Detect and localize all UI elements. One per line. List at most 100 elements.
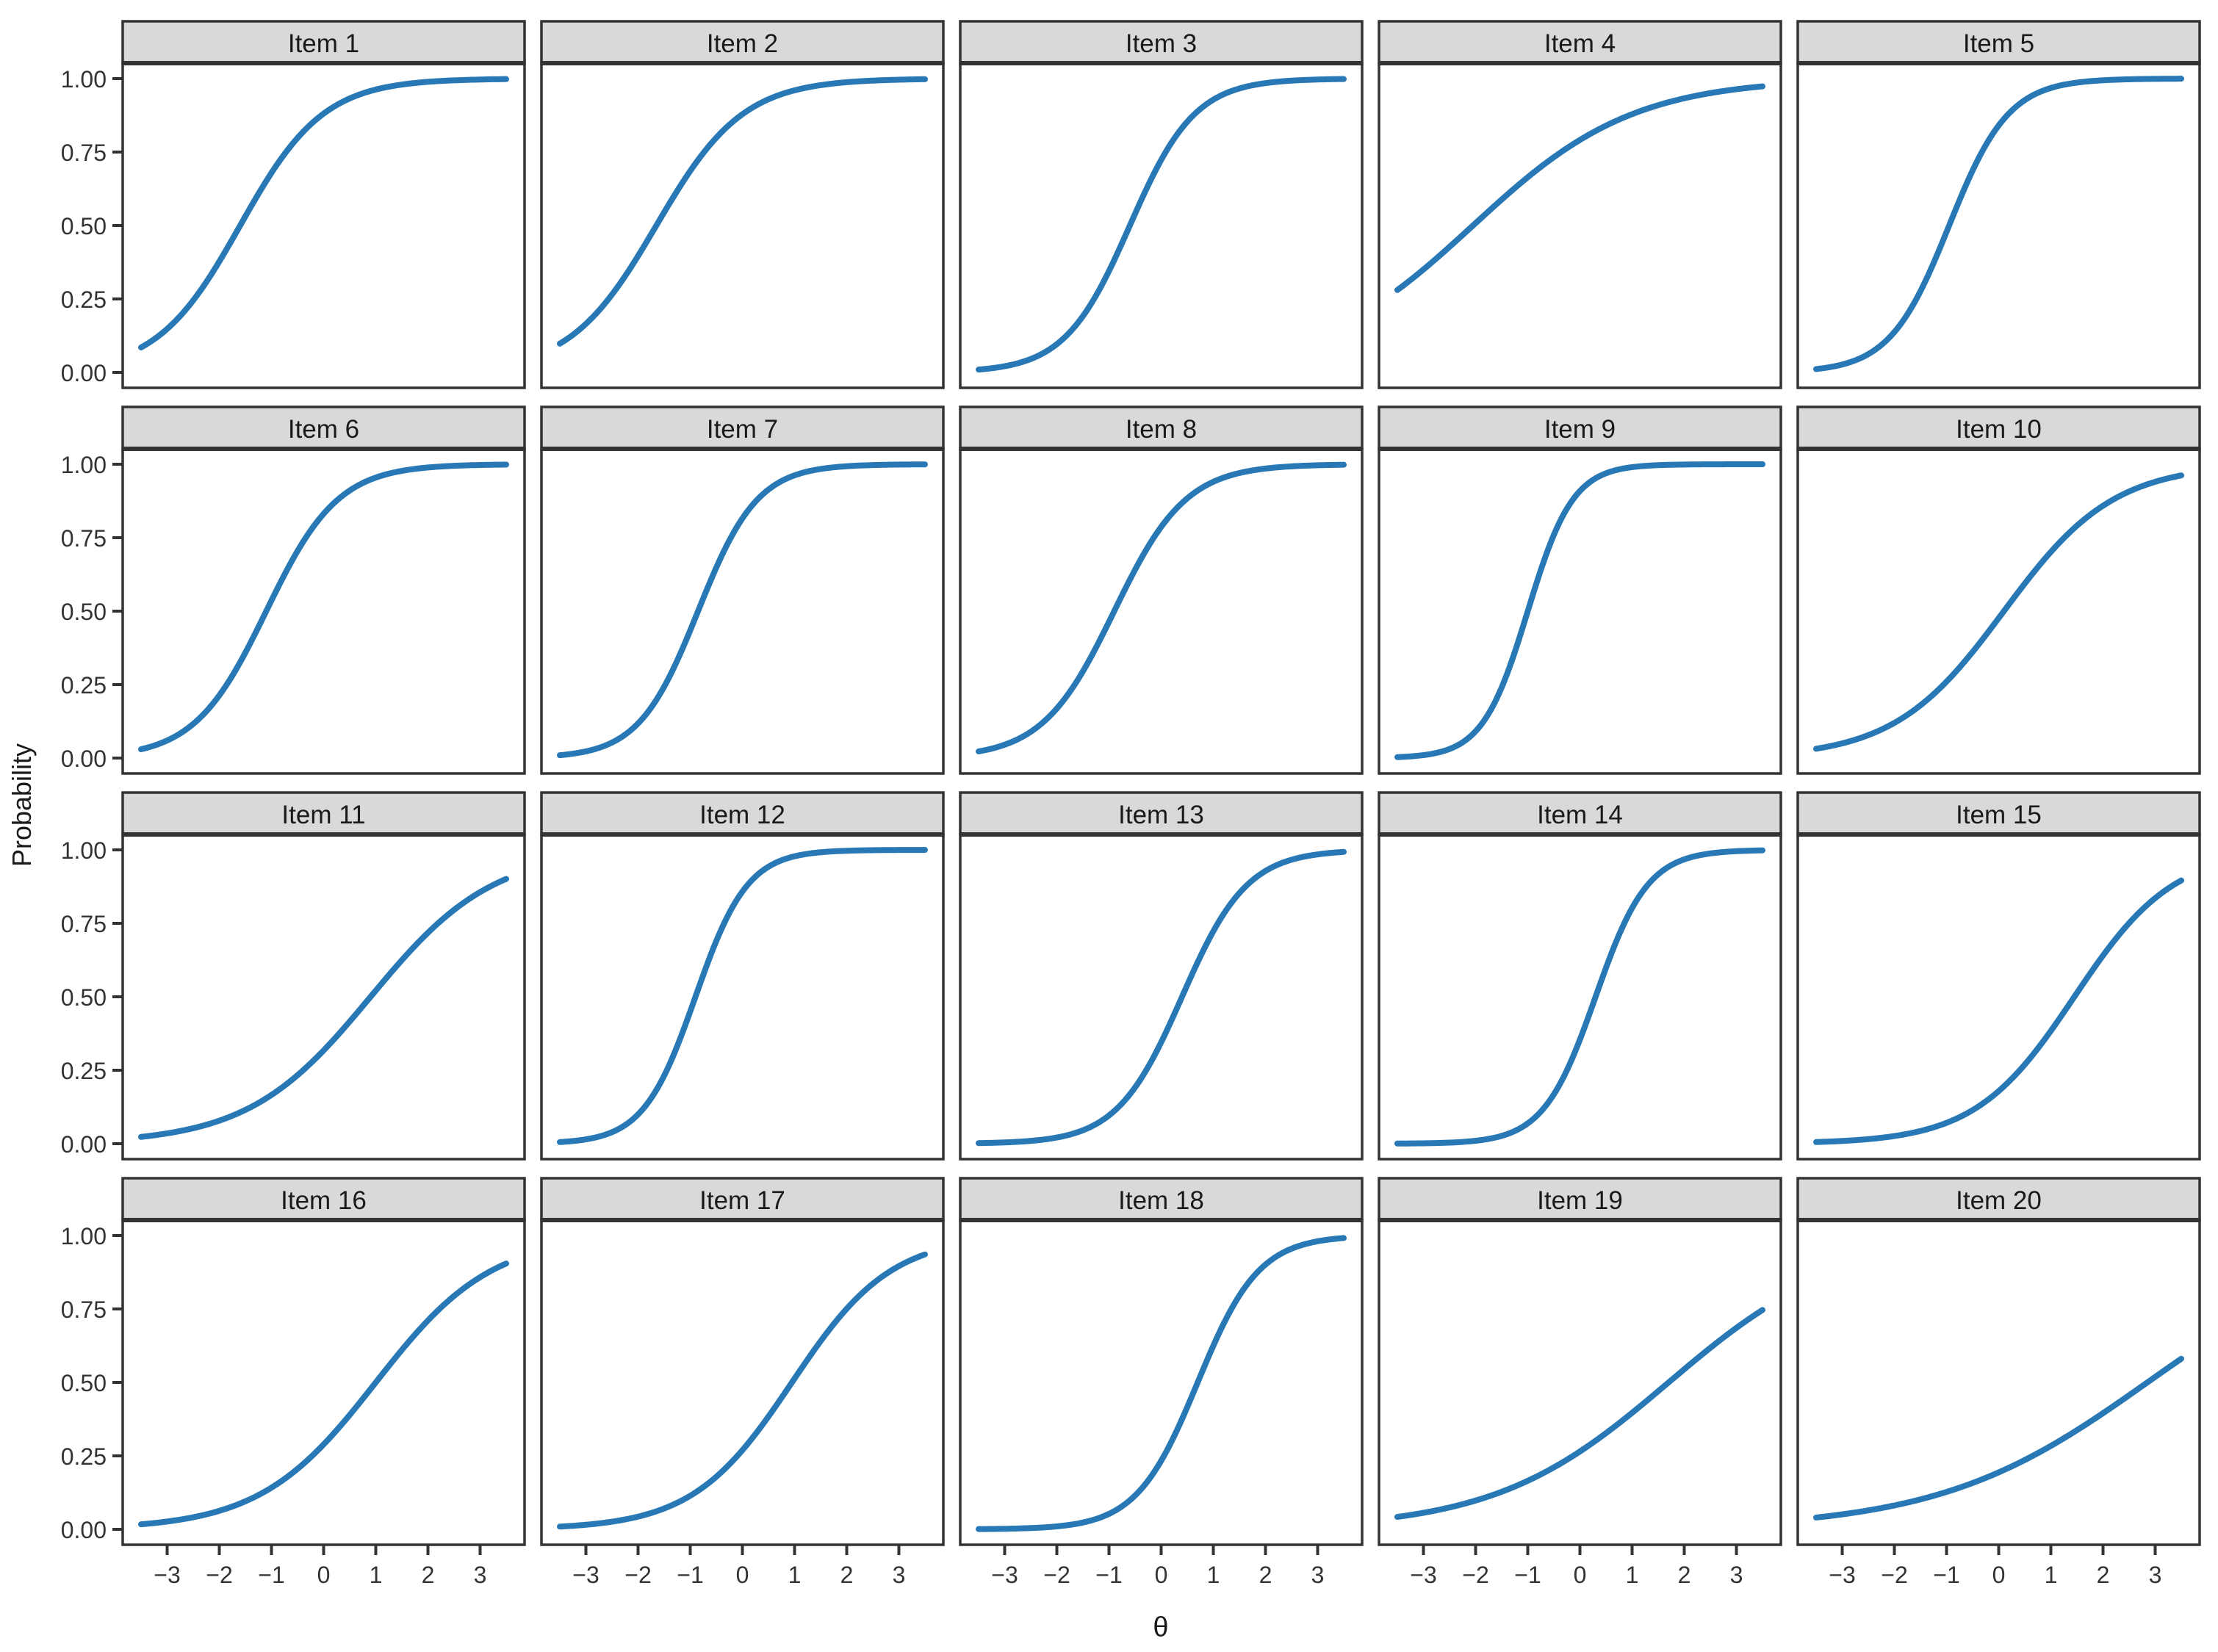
icc-curve bbox=[557, 461, 928, 759]
x-tick-label: 1 bbox=[788, 1562, 802, 1588]
icc-curve bbox=[976, 848, 1347, 1147]
x-tick-label: −2 bbox=[206, 1562, 232, 1588]
facet-strip bbox=[121, 791, 526, 836]
facet-panel bbox=[540, 1219, 945, 1546]
facet-strip bbox=[1796, 1177, 2201, 1222]
facet-strip bbox=[1378, 20, 1782, 65]
x-tick-label: −3 bbox=[1829, 1562, 1855, 1588]
y-tick-label: 0.50 bbox=[61, 984, 107, 1011]
y-tick-label: 0.50 bbox=[61, 1370, 107, 1396]
icc-curve bbox=[138, 876, 509, 1140]
y-tick-label: 0.00 bbox=[61, 1131, 107, 1158]
x-axis-title: θ bbox=[1153, 1612, 1169, 1643]
facet-strip-label: Item 7 bbox=[707, 415, 778, 444]
facet-panel bbox=[959, 62, 1364, 389]
facet-panel bbox=[959, 833, 1364, 1161]
facet-strip-label: Item 17 bbox=[699, 1186, 785, 1215]
x-tick-label: −1 bbox=[1933, 1562, 1959, 1588]
icc-curve bbox=[1394, 1307, 1765, 1521]
facet-panel bbox=[1378, 62, 1782, 389]
icc-curve bbox=[138, 461, 509, 753]
facet-strip-label: Item 6 bbox=[288, 415, 359, 444]
x-tick-label: 1 bbox=[370, 1562, 383, 1588]
facet-panel bbox=[1378, 1219, 1782, 1546]
facet-strip-label: Item 4 bbox=[1544, 29, 1616, 58]
facet-strip-label: Item 11 bbox=[281, 801, 365, 829]
facet-panel bbox=[959, 1219, 1364, 1546]
facet-strip-label: Item 16 bbox=[281, 1186, 367, 1215]
facet-panel bbox=[121, 833, 526, 1161]
facet-strip-label: Item 19 bbox=[1537, 1186, 1623, 1215]
facet-strip-label: Item 5 bbox=[1963, 29, 2034, 58]
facet-strip-label: Item 14 bbox=[1537, 801, 1623, 829]
icc-curve bbox=[557, 1251, 928, 1530]
x-tick-label: 2 bbox=[1678, 1562, 1691, 1588]
x-tick-label: 1 bbox=[2045, 1562, 2058, 1588]
x-tick-label: 3 bbox=[2149, 1562, 2162, 1588]
icc-curve bbox=[1394, 847, 1765, 1147]
y-tick-label: 1.00 bbox=[61, 1223, 107, 1249]
icc-curve bbox=[976, 76, 1347, 373]
x-tick-label: −1 bbox=[258, 1562, 284, 1588]
facet-panel bbox=[540, 833, 945, 1161]
icc-curve bbox=[1813, 76, 2184, 372]
y-tick-label: 0.50 bbox=[61, 213, 107, 239]
facet-panel bbox=[540, 447, 945, 775]
x-tick-label: −1 bbox=[677, 1562, 703, 1588]
x-tick-label: −1 bbox=[1514, 1562, 1541, 1588]
facet-strip-label: Item 10 bbox=[1956, 415, 2042, 444]
facet-strip-label: Item 18 bbox=[1118, 1186, 1204, 1215]
y-tick-label: 0.25 bbox=[61, 672, 107, 699]
icc-curve bbox=[976, 1235, 1347, 1532]
y-tick-label: 0.25 bbox=[61, 1443, 107, 1470]
facet-strip bbox=[1796, 405, 2201, 450]
icc-curve bbox=[976, 461, 1347, 754]
x-tick-label: 0 bbox=[1992, 1562, 2006, 1588]
icc-curve bbox=[557, 847, 928, 1145]
facet-panel bbox=[1378, 833, 1782, 1161]
icc-curve bbox=[138, 1260, 509, 1528]
facet-panel bbox=[959, 447, 1364, 775]
facet-strip bbox=[121, 405, 526, 450]
facet-panel bbox=[1796, 62, 2201, 389]
icc-curve bbox=[138, 76, 509, 350]
x-tick-label: 1 bbox=[1626, 1562, 1639, 1588]
icc-curve bbox=[1394, 83, 1765, 293]
icc-curve bbox=[1813, 877, 2184, 1145]
y-tick-label: 0.25 bbox=[61, 1058, 107, 1084]
y-tick-label: 0.75 bbox=[61, 1296, 107, 1323]
y-tick-label: 1.00 bbox=[61, 66, 107, 93]
y-tick-label: 0.75 bbox=[61, 525, 107, 552]
facet-panel bbox=[1796, 447, 2201, 775]
x-tick-label: −2 bbox=[1043, 1562, 1070, 1588]
x-tick-label: 0 bbox=[1155, 1562, 1168, 1588]
facet-panel bbox=[1796, 1219, 2201, 1546]
facet-strip-label: Item 8 bbox=[1126, 415, 1197, 444]
facet-strip-label: Item 12 bbox=[699, 801, 785, 829]
x-tick-label: 3 bbox=[1730, 1562, 1743, 1588]
x-tick-label: 3 bbox=[893, 1562, 906, 1588]
facet-strip bbox=[121, 20, 526, 65]
facet-strip bbox=[959, 405, 1364, 450]
facet-panel bbox=[1796, 833, 2201, 1161]
x-tick-label: −3 bbox=[154, 1562, 180, 1588]
icc-curve bbox=[1813, 472, 2184, 752]
facet-strip-label: Item 9 bbox=[1544, 415, 1616, 444]
x-tick-label: 0 bbox=[317, 1562, 331, 1588]
facet-strip bbox=[1378, 405, 1782, 450]
x-tick-label: −2 bbox=[1881, 1562, 1907, 1588]
icc-curve bbox=[1394, 461, 1765, 760]
facet-strip bbox=[121, 1177, 526, 1222]
x-tick-label: 3 bbox=[474, 1562, 487, 1588]
facet-strip-label: Item 13 bbox=[1118, 801, 1204, 829]
facet-strip-label: Item 2 bbox=[707, 29, 778, 58]
x-tick-label: 2 bbox=[840, 1562, 854, 1588]
x-tick-label: −3 bbox=[991, 1562, 1018, 1588]
facet-strip-label: Item 15 bbox=[1956, 801, 2042, 829]
x-tick-label: 0 bbox=[736, 1562, 749, 1588]
facet-strip bbox=[1378, 1177, 1782, 1222]
x-tick-label: 2 bbox=[2097, 1562, 2110, 1588]
x-tick-label: 3 bbox=[1311, 1562, 1325, 1588]
facet-strip bbox=[540, 791, 945, 836]
x-tick-label: −2 bbox=[624, 1562, 651, 1588]
